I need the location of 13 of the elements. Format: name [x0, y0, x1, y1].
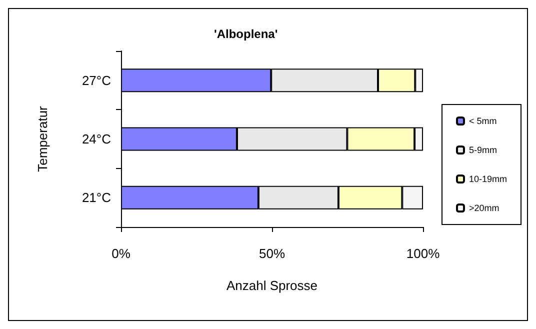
- legend-label: 10-19mm: [468, 174, 508, 184]
- y-tick-label: 21°C: [82, 190, 111, 206]
- x-tick-label: 100%: [406, 246, 440, 261]
- legend-label: 5-9mm: [468, 145, 498, 155]
- legend-label: >20mm: [468, 203, 500, 213]
- x-axis-title: Anzahl Sprosse: [226, 278, 318, 293]
- y-tick-label: 24°C: [82, 132, 111, 146]
- y-tick-label: 27°C: [82, 72, 111, 88]
- legend-label: < 5mm: [468, 116, 497, 126]
- x-tick-label: 50%: [258, 246, 286, 261]
- x-tick-label: 0%: [112, 246, 131, 261]
- chart-title: 'Alboplena': [214, 27, 278, 41]
- y-axis-title: Temperatur: [35, 105, 50, 172]
